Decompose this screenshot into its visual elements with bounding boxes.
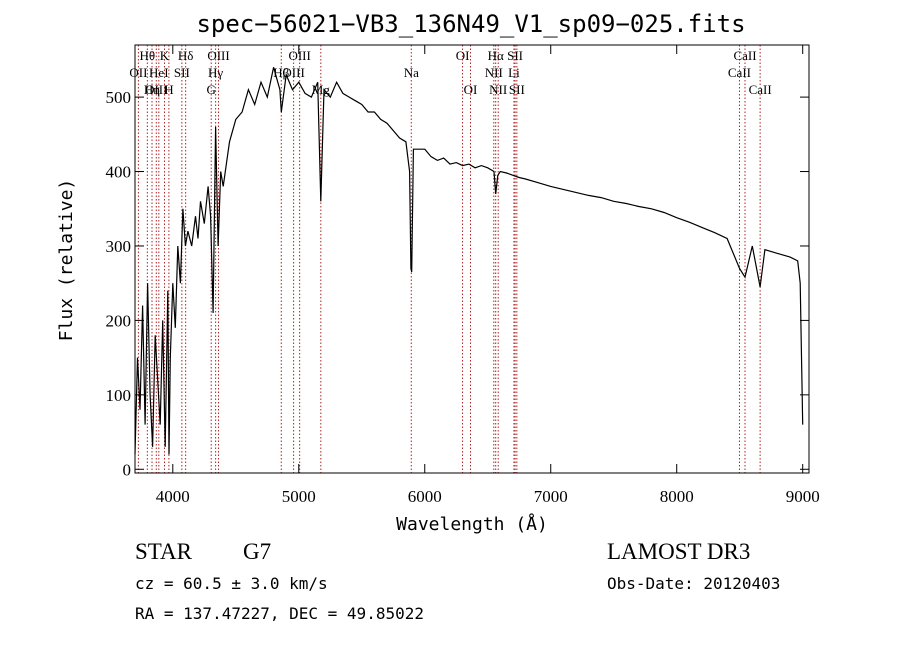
line-markers [137,45,761,473]
obs-date: Obs-Date: 20120403 [607,574,780,593]
line-marker-label: OI [456,48,470,63]
y-tick-label: 500 [106,88,132,107]
x-axis-label: Wavelength (Å) [396,513,548,535]
line-marker-label: Hγ [208,65,223,80]
object-class: STAR [135,539,193,564]
line-marker-label: CaII [728,65,751,80]
line-marker-label: NII [485,65,503,80]
line-marker-label: OIII [282,65,304,80]
line-marker-label: Na [404,65,419,80]
x-tick-label: 4000 [156,487,190,506]
line-marker-label: Hη [144,82,160,97]
line-marker-label: SII [509,82,525,97]
line-marker-label: OIII [288,48,310,63]
x-tick-label: 6000 [408,487,442,506]
x-tick-label: 9000 [786,487,820,506]
line-marker-label: G [207,82,216,97]
chart-title: spec−56021−VB3_136N49_V1_sp09−025.fits [196,10,745,38]
y-axis-label: Flux (relative) [56,179,77,342]
line-marker-label: NII [489,82,507,97]
line-marker-label: SII [507,48,523,63]
line-marker-label: Hδ [178,48,194,63]
line-marker-label: H [164,82,173,97]
line-marker-label: SII [174,65,190,80]
line-marker-label: Hθ [140,48,156,63]
y-tick-label: 300 [106,237,132,256]
y-tick-label: 100 [106,386,132,405]
redshift-text: cz = 60.5 ± 3.0 km/s [135,574,328,593]
line-marker-label: CaII [733,48,756,63]
spectrum-line [134,67,804,455]
y-tick-label: 400 [106,163,132,182]
y-tick-label: 200 [106,311,132,330]
line-marker-label: Hα [488,48,504,63]
y-tick-label: 0 [123,460,132,479]
survey-name: LAMOST DR3 [607,539,750,564]
x-tick-label: 5000 [282,487,316,506]
plot-frame [134,44,810,474]
line-marker-label: HeI [149,65,169,80]
line-marker-label: CaII [749,82,772,97]
line-marker-label: OIII [207,48,229,63]
line-marker-label: Li [508,65,520,80]
line-marker-label: OII [129,65,147,80]
x-axis-ticks: 4000 5000 6000 7000 8000 9000 [156,45,820,506]
x-tick-label: 7000 [534,487,568,506]
line-marker-label: OIII [145,82,167,97]
x-tick-label: 8000 [660,487,694,506]
coordinates-text: RA = 137.47227, DEC = 49.85022 [135,604,424,623]
object-subclass: G7 [243,539,271,564]
y-axis-ticks: 0 100 200 300 400 500 [106,88,809,479]
line-marker-label: K [160,48,170,63]
line-marker-label: OI [464,82,478,97]
